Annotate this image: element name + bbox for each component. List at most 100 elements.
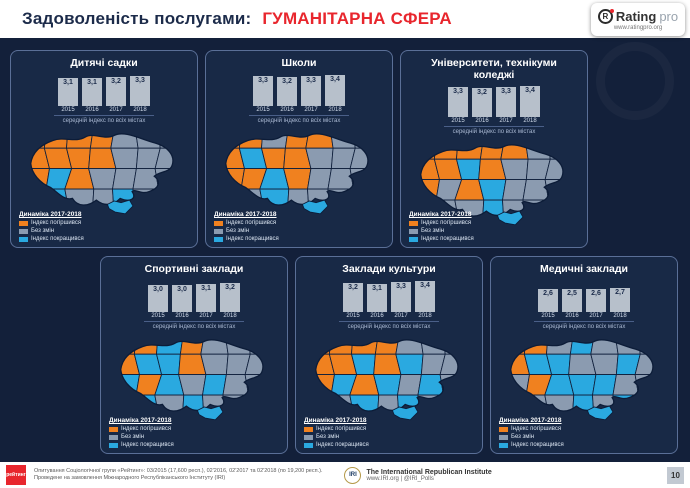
map-region [307,167,332,190]
legend-items: Індекс погіршився Без змін Індекс покращив… [109,426,174,448]
chart-caption: середній індекс по всіх містах [54,114,154,124]
bar: 2,6 [538,288,558,312]
legend-label: Індекс покращився [316,442,369,448]
bar: 3,2 [472,88,492,118]
panel: Заклади культури 3,2 3,1 3,3 3,4 2015 2016 20… [295,256,483,454]
map-region [66,133,95,149]
map-region [202,373,227,396]
year-label: 2017 [394,312,408,319]
map-wrap [491,332,677,424]
ukraine-map [510,338,654,420]
bar: 3,3 [391,281,411,312]
legend-label: Без змін [316,434,340,440]
map-region [286,188,310,205]
legend-items: Індекс погіршився Без змін Індекс покращив… [304,426,369,448]
legend-item: Без змін [409,228,474,234]
bar-value: 3,3 [258,76,268,84]
bar-value: 3,2 [225,283,235,291]
panel: Університети, технікуми коледжі 3,3 3,2 3,… [400,50,588,248]
bar-chart: 3,1 3,1 3,2 3,3 2015 2016 2017 2018 середній і… [54,74,154,124]
header: Задоволеність послугами: ГУМАНІТАРНА СФЕ… [0,0,690,38]
years-row: 2015 2016 2017 2018 [144,313,244,319]
legend-swatch [409,228,418,234]
iri-name: The International Republican Institute [366,468,492,476]
bars-row: 3,3 3,2 3,3 3,4 [249,74,349,106]
map-region [110,147,139,169]
legend-swatch [214,228,223,234]
bars-row: 3,2 3,1 3,3 3,4 [339,280,439,312]
map-region [158,188,173,205]
year-label: 2018 [328,106,342,113]
ratingpro-logo-mark-icon: R [597,8,614,24]
map-region [592,373,617,396]
bar-value: 3,3 [396,282,406,290]
ratingpro-logo-name: Rating [615,8,657,24]
bar-value: 3,3 [306,76,316,84]
legend-label: Індекс погіршився [316,426,367,432]
map-region [261,133,290,149]
bar: 3,4 [325,74,345,106]
map-region [327,188,354,205]
map-region [637,339,653,355]
panel-title: Медичні заклади [540,263,628,275]
years-row: 2015 2016 2017 2018 [444,118,544,124]
rating-group-logo: рейтинг [6,465,26,485]
map-region [568,373,597,396]
map-region [373,373,402,396]
map-region [315,373,335,396]
map-region [500,144,529,160]
map-wrap [11,126,197,218]
map-region-crimea [586,405,614,420]
map-region [222,373,250,396]
map-region [120,373,140,396]
map-region [30,167,50,190]
map-region [328,339,354,355]
map-region-crimea [106,199,134,214]
legend-title: Динаміка 2017-2018 [304,417,367,424]
map-region [200,353,229,375]
bar-value: 3,4 [330,75,340,83]
year-label: 2017 [589,312,603,319]
map-region [351,339,380,355]
bar-value: 3,3 [501,88,511,96]
legend-swatch [19,220,28,226]
map-region [612,373,640,396]
map-region [43,133,69,149]
legend-title: Динаміка 2017-2018 [19,211,82,218]
year-label: 2018 [133,106,147,113]
legend: Динаміка 2017-2018 Індекс погіршився Без … [214,211,279,242]
legend-swatch [109,442,118,448]
panel: Спортивні заклади 3,0 3,0 3,1 3,2 2015 2016 2… [100,256,288,454]
bar: 3,1 [82,77,102,106]
bar-value: 3,0 [177,285,187,293]
map-region [133,339,159,355]
legend-label: Індекс покращився [511,442,564,448]
legend-label: Без змін [511,434,535,440]
legend-item: Без змін [304,434,369,440]
map-region [222,394,249,411]
legend-swatch [19,228,28,234]
panel: Медичні заклади 2,6 2,5 2,6 2,7 2015 2016 201… [490,256,678,454]
chart-caption: середній індекс по всіх містах [144,320,244,330]
legend-item: Індекс погіршився [109,426,174,432]
legend-label: Без змін [226,228,250,234]
page-title-prefix: Задоволеність послугами: [22,9,252,28]
map-region [248,394,263,411]
legend-label: Індекс покращився [121,442,174,448]
legend-title: Динаміка 2017-2018 [409,211,472,218]
panel-title: Дитячі садки [70,57,138,69]
map-region-crimea [496,210,524,226]
legend-items: Індекс погіршився Без змін Індекс покращив… [499,426,564,448]
survey-note: Опитування Соціологічної групи «Рейтинг»… [34,468,322,483]
map-region [154,167,173,190]
map-region [112,167,137,190]
bar-value: 3,1 [201,284,211,292]
map-region [305,133,334,149]
legend-label: Індекс покращився [421,236,474,242]
panel-title: Школи [281,57,317,69]
year-label: 2016 [370,312,384,319]
map-region [522,179,550,201]
legend-label: Індекс погіршився [31,220,82,226]
legend-swatch [499,434,508,440]
legend-item: Індекс погіршився [499,426,564,432]
